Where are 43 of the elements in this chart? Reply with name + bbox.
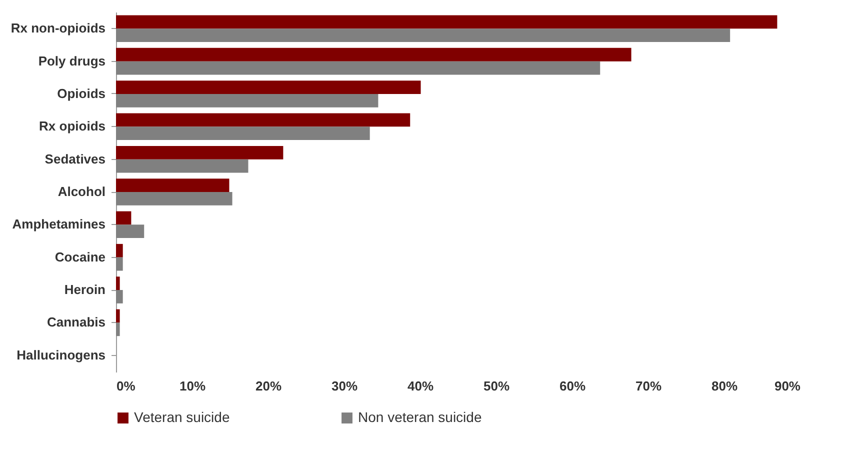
- bar: [116, 224, 144, 238]
- bar: [116, 322, 120, 336]
- x-tick-label: 10%: [179, 378, 206, 394]
- bar: [116, 257, 123, 271]
- legend-label: Veteran suicide: [134, 409, 230, 425]
- bar: [116, 309, 120, 323]
- bar: [116, 15, 778, 29]
- y-tick-label: Opioids: [57, 86, 106, 101]
- bar: [116, 159, 248, 173]
- bar: [116, 94, 378, 108]
- legend-label: Non veteran suicide: [358, 409, 482, 425]
- bar: [116, 48, 632, 62]
- bar: [116, 113, 410, 127]
- bar: [116, 61, 600, 75]
- x-tick-label: 60%: [559, 378, 586, 394]
- bar: [116, 126, 370, 140]
- y-tick-label: Rx non-opioids: [10, 20, 106, 36]
- x-tick-label: 80%: [711, 378, 738, 394]
- y-tick-label: Cocaine: [54, 249, 106, 264]
- y-tick-label: Poly drugs: [38, 53, 106, 68]
- y-tick-label: Amphetamines: [12, 216, 106, 232]
- x-tick-label: 50%: [483, 378, 510, 394]
- x-tick-label: 30%: [331, 378, 358, 394]
- y-tick-label: Hallucinogens: [16, 347, 106, 362]
- x-tick-label: 40%: [407, 378, 434, 394]
- x-tick-label: 90%: [774, 378, 801, 394]
- y-tick-label: Alcohol: [58, 184, 106, 199]
- y-tick-label: Cannabis: [46, 314, 106, 330]
- bar: [116, 244, 123, 258]
- bar: [116, 192, 232, 206]
- bar: [116, 80, 421, 94]
- bar: [116, 178, 230, 192]
- x-tick-label: 0%: [116, 378, 136, 394]
- y-tick-label: Heroin: [64, 282, 106, 298]
- bar: [116, 146, 284, 160]
- bar: [116, 211, 132, 225]
- y-tick-label: Sedatives: [44, 151, 106, 166]
- bar: [116, 28, 730, 42]
- y-tick-label: Rx opioids: [39, 118, 106, 134]
- bar: [116, 276, 120, 290]
- bar: [116, 290, 123, 304]
- x-tick-label: 20%: [255, 378, 282, 394]
- x-tick-label: 70%: [635, 378, 662, 394]
